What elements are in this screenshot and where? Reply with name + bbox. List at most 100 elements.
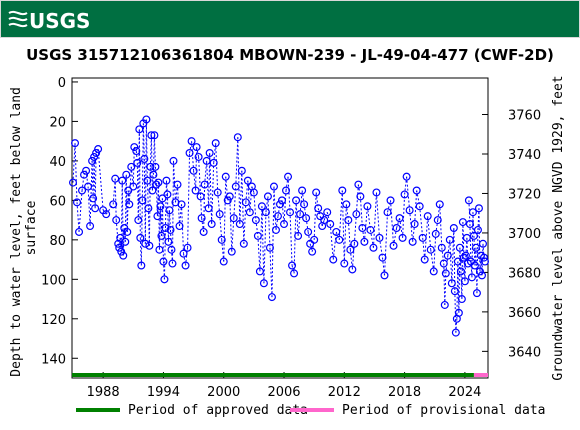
data-point	[69, 178, 78, 187]
data-point	[257, 202, 266, 211]
data-point	[143, 176, 152, 185]
data-point	[168, 259, 177, 268]
series-connector	[161, 198, 164, 262]
data-point	[437, 243, 446, 252]
data-point	[423, 212, 432, 221]
series-connector	[241, 170, 245, 244]
data-point	[372, 188, 381, 197]
usgs-logo-text: USGS	[29, 9, 90, 33]
data-point	[375, 233, 384, 242]
left-axis-label-line-1: Depth to water level, feet below land	[9, 87, 24, 377]
data-point	[340, 259, 349, 268]
data-point	[164, 237, 173, 246]
series-connector	[329, 224, 334, 260]
series-connector	[372, 192, 377, 248]
data-point	[450, 287, 459, 296]
series-connector	[384, 212, 389, 276]
series-connector	[249, 186, 253, 213]
data-point	[356, 192, 365, 201]
series-connector	[458, 247, 461, 313]
series-connector	[309, 243, 313, 252]
data-point	[286, 208, 295, 217]
series-connector	[243, 202, 247, 244]
data-point	[205, 149, 214, 158]
series-connector	[476, 229, 479, 294]
data-point	[342, 200, 351, 209]
series-connector	[478, 208, 481, 272]
series-connector	[92, 156, 95, 199]
data-point	[141, 239, 150, 248]
data-point	[335, 235, 344, 244]
series-connector	[359, 196, 363, 229]
data-point	[280, 220, 289, 229]
data-point	[173, 180, 182, 189]
series-connector	[181, 204, 185, 254]
data-point	[192, 143, 201, 152]
series-connector	[149, 135, 152, 167]
y-right-tick-label: 3680	[508, 266, 541, 281]
y-left-tick-label: 120	[41, 313, 66, 328]
data-point	[346, 245, 355, 254]
data-point	[237, 166, 246, 175]
data-point	[121, 237, 130, 246]
approval-period-bar	[473, 373, 488, 377]
data-point	[117, 247, 126, 256]
series-connector	[74, 143, 78, 203]
data-point	[308, 247, 317, 256]
data-point	[447, 279, 456, 288]
data-point	[480, 257, 489, 266]
data-point	[115, 243, 124, 252]
data-point	[91, 204, 100, 213]
data-point	[426, 245, 435, 254]
data-point	[267, 293, 276, 302]
data-point	[441, 269, 450, 278]
data-point	[102, 210, 111, 219]
data-point	[429, 267, 438, 276]
data-point	[440, 300, 449, 309]
data-point	[181, 261, 190, 270]
y-left-tick-label: 20	[49, 115, 66, 130]
series-connector	[87, 186, 91, 227]
y-right-tick-label: 3640	[508, 345, 541, 360]
data-point	[82, 166, 91, 175]
data-point	[395, 214, 404, 223]
data-point	[123, 227, 132, 236]
series-connector	[185, 247, 189, 266]
data-point	[92, 149, 101, 158]
legend-approved-label: Period of approved data	[128, 403, 308, 418]
data-point	[443, 251, 452, 260]
series-connector	[465, 237, 468, 256]
data-series	[69, 115, 489, 337]
data-point	[477, 271, 486, 280]
data-point	[314, 204, 323, 213]
series-connector	[351, 243, 355, 270]
approval-bars	[72, 373, 488, 377]
data-point	[284, 172, 293, 181]
series-connector	[443, 263, 446, 305]
data-point	[460, 277, 469, 286]
series-connector	[462, 222, 465, 258]
x-ticks: 1988 1994 2000 2006 2012 2018 2024	[87, 372, 481, 400]
left-axis-label-line-2: surface	[24, 200, 39, 255]
data-point	[89, 194, 98, 203]
y-left-tick-label: 60	[49, 194, 66, 209]
data-point	[161, 224, 170, 233]
series-connector	[295, 200, 299, 236]
data-point	[130, 143, 139, 152]
series-connector	[172, 160, 176, 203]
data-point	[302, 214, 311, 223]
data-point	[88, 156, 97, 165]
data-point	[146, 162, 155, 171]
data-point	[475, 267, 484, 276]
data-point	[75, 227, 84, 236]
series-connector	[196, 146, 200, 158]
data-point	[233, 133, 242, 142]
legend: Period of approved data Period of provis…	[76, 403, 546, 418]
series-connector	[332, 231, 337, 260]
data-point	[221, 172, 230, 181]
series-connector	[456, 261, 459, 319]
x-tick-label: 2018	[388, 385, 421, 400]
data-point	[243, 176, 252, 185]
series-connector	[265, 196, 269, 213]
